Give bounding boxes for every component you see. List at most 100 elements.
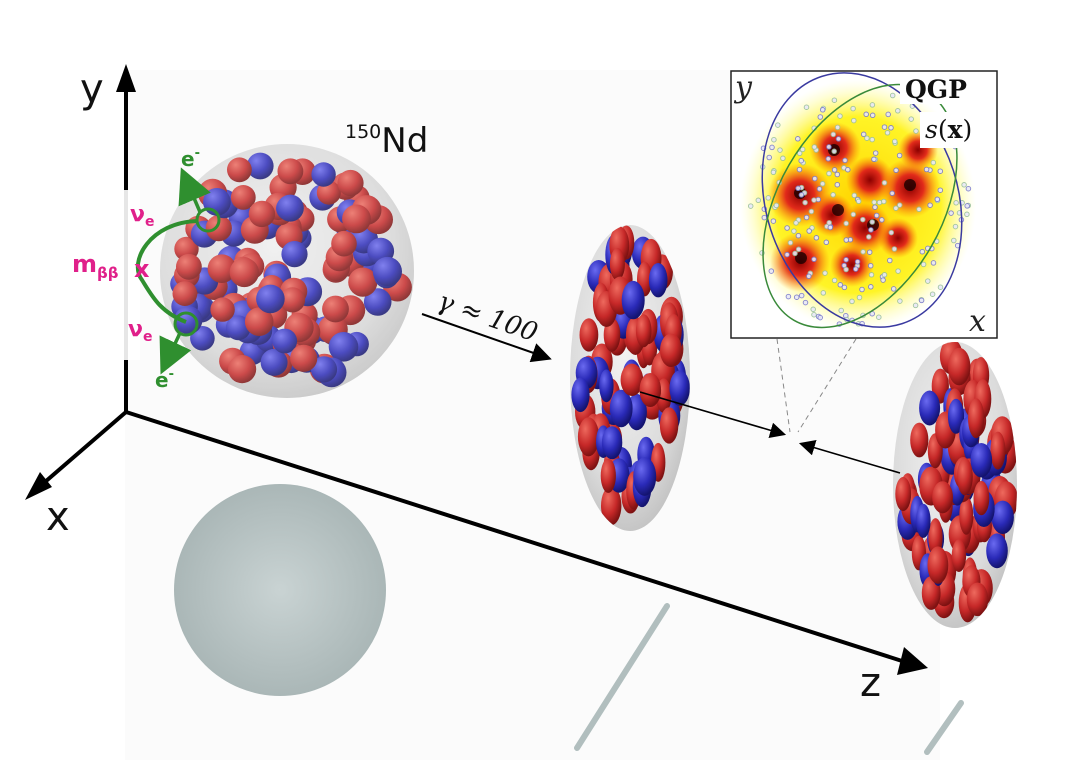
nucleon-point [777,147,783,153]
nucleon-point [888,125,894,131]
nucleon-point [813,235,820,241]
nucleon-point [860,216,866,223]
nucleon-point [868,227,874,233]
dense-core [904,179,916,191]
nucleon-point [930,159,937,166]
neutron [669,370,690,406]
neutrino-symbol-top: ν [130,202,145,227]
nucleon-point [796,150,803,157]
proton [959,496,974,535]
dense-core [795,252,807,264]
qgp-density [740,72,976,331]
nucleon-point [868,284,874,290]
dense-core [832,204,844,216]
nucleon-point [815,196,822,203]
nucleon-point [838,307,844,314]
nucleon-point [811,144,818,150]
pancake-shadow-2 [924,700,964,755]
nucleon-point [843,220,849,227]
neutrino-flavor-top: e [145,214,155,230]
nucleon-point [810,306,816,313]
nucleon-point [864,135,870,141]
nucleon-point [834,181,841,188]
nucleon-point [908,116,914,122]
nucleon-point [791,228,797,234]
proton [577,417,600,457]
nucleon-point [806,228,812,234]
nucleon-point [775,122,781,128]
pancake-nucleons-right [895,342,1017,623]
nucleon-point [953,200,959,206]
nucleon-point [831,97,838,103]
proton [973,480,990,516]
nucleon-point [825,156,832,162]
nucleon-point [817,314,823,321]
neutron [633,457,657,496]
proton [600,458,616,493]
electron-label-top: e- [181,146,200,171]
nucleon-point [876,199,883,206]
proton [957,457,973,496]
neutron [372,256,402,287]
nucleon-point [869,112,876,119]
neutron [363,288,392,316]
nucleon-point [834,124,841,131]
nucleon-point [773,202,780,209]
nucleon-point [841,284,848,291]
nucleon-point [889,190,895,197]
neutrino-label-bottom: νe [128,317,153,345]
nucleon-point [897,298,903,304]
proton [579,318,599,352]
proton [927,546,949,584]
nucleon-point [868,272,875,278]
nucleon-point [885,111,891,118]
nucleon-point [964,203,970,209]
nucleon-point [937,168,944,174]
nucleon-point [822,270,828,276]
nucleon-point [860,249,866,255]
nucleon-point [769,144,775,151]
participant-contour-blue [761,72,963,328]
neutron [571,377,590,413]
nucleon-point [871,156,877,163]
z-axis-label: z [860,660,881,706]
nucleon-point [872,150,879,156]
nucleon-point [871,199,877,205]
neutrino-propagator [135,219,199,324]
nucleon-point [912,302,919,309]
proton [620,363,644,396]
nucleus-label: 150Nd [345,121,428,161]
nucleon-point [937,187,944,193]
nucleon-point [937,284,944,290]
nucleon-point [866,249,873,255]
nucleon-point [835,136,842,142]
proton [176,253,202,280]
nucleon-point [961,182,967,188]
qgp-inset: y x QGP s(x) [730,70,998,339]
proton [228,355,257,384]
collision-arrow-left [639,391,787,439]
nucleon-point [881,198,887,205]
nucleon-point [923,166,930,173]
nucleon-point [880,277,886,283]
zoom-line-left [776,338,791,433]
electron-symbol-top: e [181,147,195,171]
nucleon-point [826,219,832,226]
nucleon-point [952,223,959,230]
boost-arrow [421,313,552,363]
neutron [246,152,274,180]
nucleon-point [855,198,862,205]
proton [279,287,306,313]
nucleon-point [869,102,876,108]
nucleon-point [964,211,970,218]
proton [277,158,304,185]
nucleon-point [860,131,867,138]
proton [659,407,679,444]
electron-symbol-bottom: e [155,368,169,392]
nucleon-point [803,104,810,110]
nucleon-point [785,293,792,300]
proton [990,431,1006,470]
nucleon-point [747,203,754,209]
hot-spot [810,193,854,237]
proton [229,257,259,288]
